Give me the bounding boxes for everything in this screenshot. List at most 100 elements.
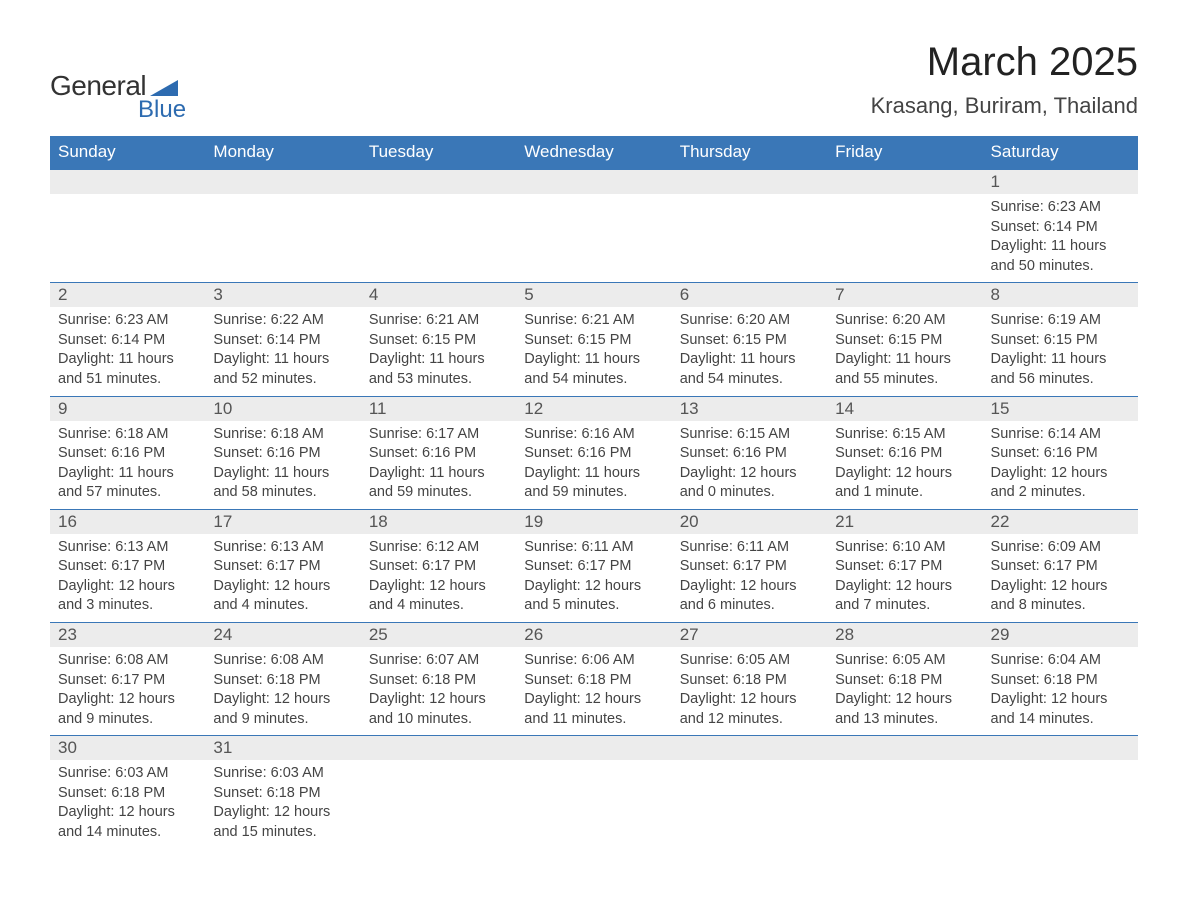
day-number: 16 [50,510,205,534]
day-content: Sunrise: 6:16 AMSunset: 6:16 PMDaylight:… [516,421,671,509]
sunrise-text: Sunrise: 6:06 AM [524,651,663,671]
day-number: 18 [361,510,516,534]
day-number: 29 [983,623,1138,647]
day-content: Sunrise: 6:11 AMSunset: 6:17 PMDaylight:… [516,534,671,622]
calendar-day-cell: 25Sunrise: 6:07 AMSunset: 6:18 PMDayligh… [361,623,516,736]
daylight1-text: Daylight: 11 hours [58,350,197,370]
calendar-week-row: 23Sunrise: 6:08 AMSunset: 6:17 PMDayligh… [50,623,1138,736]
weekday-header-row: Sunday Monday Tuesday Wednesday Thursday… [50,136,1138,169]
sunrise-text: Sunrise: 6:11 AM [524,538,663,558]
sunrise-text: Sunrise: 6:07 AM [369,651,508,671]
calendar-day-cell [50,169,205,283]
daylight1-text: Daylight: 12 hours [58,690,197,710]
daylight2-text: and 51 minutes. [58,370,197,390]
day-number [50,170,205,194]
day-number: 13 [672,397,827,421]
day-number: 24 [205,623,360,647]
calendar-day-cell [827,736,982,849]
weekday-header: Thursday [672,136,827,169]
day-number [516,170,671,194]
sunrise-text: Sunrise: 6:15 AM [835,425,974,445]
daylight1-text: Daylight: 12 hours [680,577,819,597]
day-content [516,194,671,274]
daylight2-text: and 54 minutes. [524,370,663,390]
calendar-day-cell: 31Sunrise: 6:03 AMSunset: 6:18 PMDayligh… [205,736,360,849]
daylight2-text: and 56 minutes. [991,370,1130,390]
calendar-day-cell: 20Sunrise: 6:11 AMSunset: 6:17 PMDayligh… [672,509,827,622]
page-header: General Blue March 2025 Krasang, Buriram… [50,40,1138,124]
daylight2-text: and 14 minutes. [58,823,197,843]
sunrise-text: Sunrise: 6:03 AM [58,764,197,784]
calendar-day-cell: 22Sunrise: 6:09 AMSunset: 6:17 PMDayligh… [983,509,1138,622]
day-number: 21 [827,510,982,534]
calendar-day-cell: 21Sunrise: 6:10 AMSunset: 6:17 PMDayligh… [827,509,982,622]
calendar-week-row: 1Sunrise: 6:23 AMSunset: 6:14 PMDaylight… [50,169,1138,283]
day-number: 14 [827,397,982,421]
calendar-day-cell: 12Sunrise: 6:16 AMSunset: 6:16 PMDayligh… [516,396,671,509]
day-content: Sunrise: 6:06 AMSunset: 6:18 PMDaylight:… [516,647,671,735]
day-content: Sunrise: 6:14 AMSunset: 6:16 PMDaylight:… [983,421,1138,509]
daylight1-text: Daylight: 11 hours [680,350,819,370]
day-content: Sunrise: 6:21 AMSunset: 6:15 PMDaylight:… [516,307,671,395]
calendar-day-cell [983,736,1138,849]
day-content: Sunrise: 6:13 AMSunset: 6:17 PMDaylight:… [205,534,360,622]
daylight2-text: and 57 minutes. [58,483,197,503]
calendar-day-cell: 8Sunrise: 6:19 AMSunset: 6:15 PMDaylight… [983,283,1138,396]
sunrise-text: Sunrise: 6:19 AM [991,311,1130,331]
daylight1-text: Daylight: 12 hours [991,464,1130,484]
day-number: 7 [827,283,982,307]
day-number: 12 [516,397,671,421]
day-content: Sunrise: 6:07 AMSunset: 6:18 PMDaylight:… [361,647,516,735]
day-number [827,170,982,194]
day-number: 28 [827,623,982,647]
daylight1-text: Daylight: 12 hours [58,803,197,823]
sunset-text: Sunset: 6:15 PM [369,331,508,351]
sunrise-text: Sunrise: 6:20 AM [680,311,819,331]
daylight2-text: and 4 minutes. [369,596,508,616]
daylight2-text: and 59 minutes. [369,483,508,503]
logo-triangle-icon [150,76,178,96]
daylight2-text: and 59 minutes. [524,483,663,503]
logo-text-blue: Blue [138,96,186,124]
day-number: 8 [983,283,1138,307]
sunrise-text: Sunrise: 6:18 AM [213,425,352,445]
day-number: 2 [50,283,205,307]
sunrise-text: Sunrise: 6:11 AM [680,538,819,558]
sunset-text: Sunset: 6:18 PM [680,671,819,691]
daylight1-text: Daylight: 12 hours [213,803,352,823]
day-content: Sunrise: 6:17 AMSunset: 6:16 PMDaylight:… [361,421,516,509]
day-number: 4 [361,283,516,307]
daylight2-text: and 2 minutes. [991,483,1130,503]
day-number [361,736,516,760]
sunrise-text: Sunrise: 6:08 AM [213,651,352,671]
calendar-day-cell: 9Sunrise: 6:18 AMSunset: 6:16 PMDaylight… [50,396,205,509]
calendar-day-cell: 18Sunrise: 6:12 AMSunset: 6:17 PMDayligh… [361,509,516,622]
daylight2-text: and 54 minutes. [680,370,819,390]
sunset-text: Sunset: 6:17 PM [524,557,663,577]
day-content: Sunrise: 6:21 AMSunset: 6:15 PMDaylight:… [361,307,516,395]
sunrise-text: Sunrise: 6:09 AM [991,538,1130,558]
sunrise-text: Sunrise: 6:08 AM [58,651,197,671]
sunset-text: Sunset: 6:16 PM [835,444,974,464]
location-subtitle: Krasang, Buriram, Thailand [871,93,1138,119]
day-content: Sunrise: 6:23 AMSunset: 6:14 PMDaylight:… [50,307,205,395]
day-content: Sunrise: 6:05 AMSunset: 6:18 PMDaylight:… [672,647,827,735]
day-number: 3 [205,283,360,307]
sunset-text: Sunset: 6:16 PM [213,444,352,464]
sunrise-text: Sunrise: 6:14 AM [991,425,1130,445]
calendar-day-cell: 4Sunrise: 6:21 AMSunset: 6:15 PMDaylight… [361,283,516,396]
sunset-text: Sunset: 6:16 PM [991,444,1130,464]
daylight2-text: and 10 minutes. [369,710,508,730]
calendar-day-cell: 10Sunrise: 6:18 AMSunset: 6:16 PMDayligh… [205,396,360,509]
daylight1-text: Daylight: 11 hours [524,350,663,370]
sunrise-text: Sunrise: 6:21 AM [524,311,663,331]
daylight1-text: Daylight: 12 hours [213,577,352,597]
sunrise-text: Sunrise: 6:04 AM [991,651,1130,671]
day-number: 6 [672,283,827,307]
sunrise-text: Sunrise: 6:20 AM [835,311,974,331]
daylight2-text: and 11 minutes. [524,710,663,730]
calendar-day-cell: 28Sunrise: 6:05 AMSunset: 6:18 PMDayligh… [827,623,982,736]
daylight2-text: and 4 minutes. [213,596,352,616]
calendar-week-row: 16Sunrise: 6:13 AMSunset: 6:17 PMDayligh… [50,509,1138,622]
daylight1-text: Daylight: 12 hours [680,464,819,484]
